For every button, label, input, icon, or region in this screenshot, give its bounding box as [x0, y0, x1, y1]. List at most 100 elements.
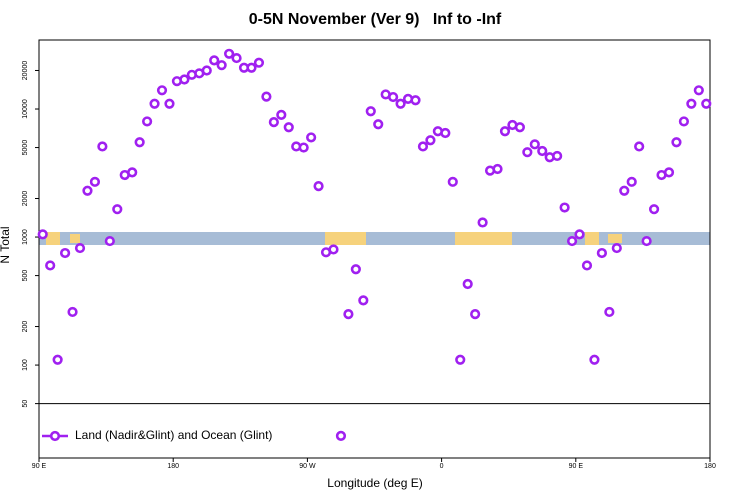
point [462, 278, 473, 290]
point [67, 306, 78, 318]
point [559, 202, 570, 213]
point [358, 295, 369, 306]
point [201, 65, 212, 76]
point [209, 55, 220, 66]
point [410, 95, 421, 106]
point [529, 139, 540, 150]
land-segment [585, 232, 599, 245]
point [306, 132, 317, 143]
point [440, 127, 451, 139]
point [671, 137, 682, 148]
y-tick-label: 500 [22, 270, 29, 282]
point [253, 57, 265, 68]
chart-title: 0-5N November (Ver 9) Inf to -Inf [249, 11, 502, 28]
point [641, 235, 652, 247]
surface-band [39, 232, 710, 245]
point [552, 150, 563, 162]
point [156, 85, 168, 96]
point [37, 229, 48, 240]
land-segment [608, 234, 622, 243]
point [537, 145, 548, 157]
point [298, 142, 309, 153]
point [328, 244, 339, 255]
point [581, 260, 593, 271]
point [59, 247, 71, 259]
point [365, 106, 376, 117]
y-tick-label: 200 [22, 321, 29, 333]
point [619, 185, 630, 196]
x-tick-label: 180 [167, 463, 179, 470]
point [52, 354, 63, 365]
point [648, 204, 660, 215]
point [216, 60, 227, 71]
x-axis-label: Longitude (deg E) [327, 476, 422, 490]
point [276, 109, 287, 120]
point [589, 354, 600, 365]
point [678, 116, 690, 127]
point [499, 126, 511, 137]
y-axis-label: N Total [0, 226, 12, 263]
point [492, 163, 503, 175]
point [686, 98, 697, 109]
point [522, 147, 533, 158]
point [104, 235, 115, 247]
point [134, 137, 145, 148]
plot-frame [38, 39, 711, 459]
point [604, 306, 615, 318]
land-segment [46, 232, 60, 245]
point [373, 119, 384, 130]
y-tick-label: 100 [22, 359, 29, 371]
point [112, 204, 123, 215]
point [82, 185, 93, 196]
y-tick-label: 50 [22, 400, 29, 408]
y-tick-label: 20000 [22, 61, 29, 81]
point [231, 52, 242, 64]
land-segment [325, 232, 366, 245]
point [663, 167, 675, 178]
point [447, 176, 458, 187]
point [395, 98, 406, 109]
point [142, 116, 153, 127]
x-tick-label: 90 W [299, 463, 316, 470]
point [455, 354, 466, 365]
point [634, 141, 645, 152]
y-tick-label: 2000 [22, 191, 29, 207]
point [514, 122, 525, 133]
x-tick-label: 90 E [32, 463, 47, 470]
point [97, 141, 108, 152]
x-tick-label: 90 E [569, 463, 584, 470]
point [283, 122, 294, 133]
point [164, 98, 175, 109]
point [149, 98, 160, 109]
y-tick-label: 5000 [22, 140, 29, 156]
point [268, 117, 279, 128]
y-tick-label: 10000 [22, 99, 29, 119]
point [626, 176, 637, 187]
point [470, 309, 481, 320]
point [261, 91, 272, 102]
point [596, 247, 607, 259]
point [127, 167, 138, 178]
point [388, 91, 399, 103]
point [45, 260, 56, 271]
land-segment [455, 232, 512, 245]
point [335, 430, 347, 441]
point [224, 48, 235, 59]
y-tick-label: 1000 [22, 229, 29, 245]
point [477, 217, 488, 228]
point [179, 74, 190, 85]
x-tick-label: 0 [440, 463, 444, 470]
land-segment [70, 234, 80, 243]
ocean-band [39, 232, 710, 245]
point [313, 180, 324, 192]
point [89, 176, 101, 187]
point [693, 85, 704, 96]
point [611, 242, 622, 254]
legend-marker [49, 430, 61, 442]
point [566, 235, 578, 247]
point [574, 229, 585, 240]
point [417, 141, 429, 152]
point [425, 135, 436, 146]
